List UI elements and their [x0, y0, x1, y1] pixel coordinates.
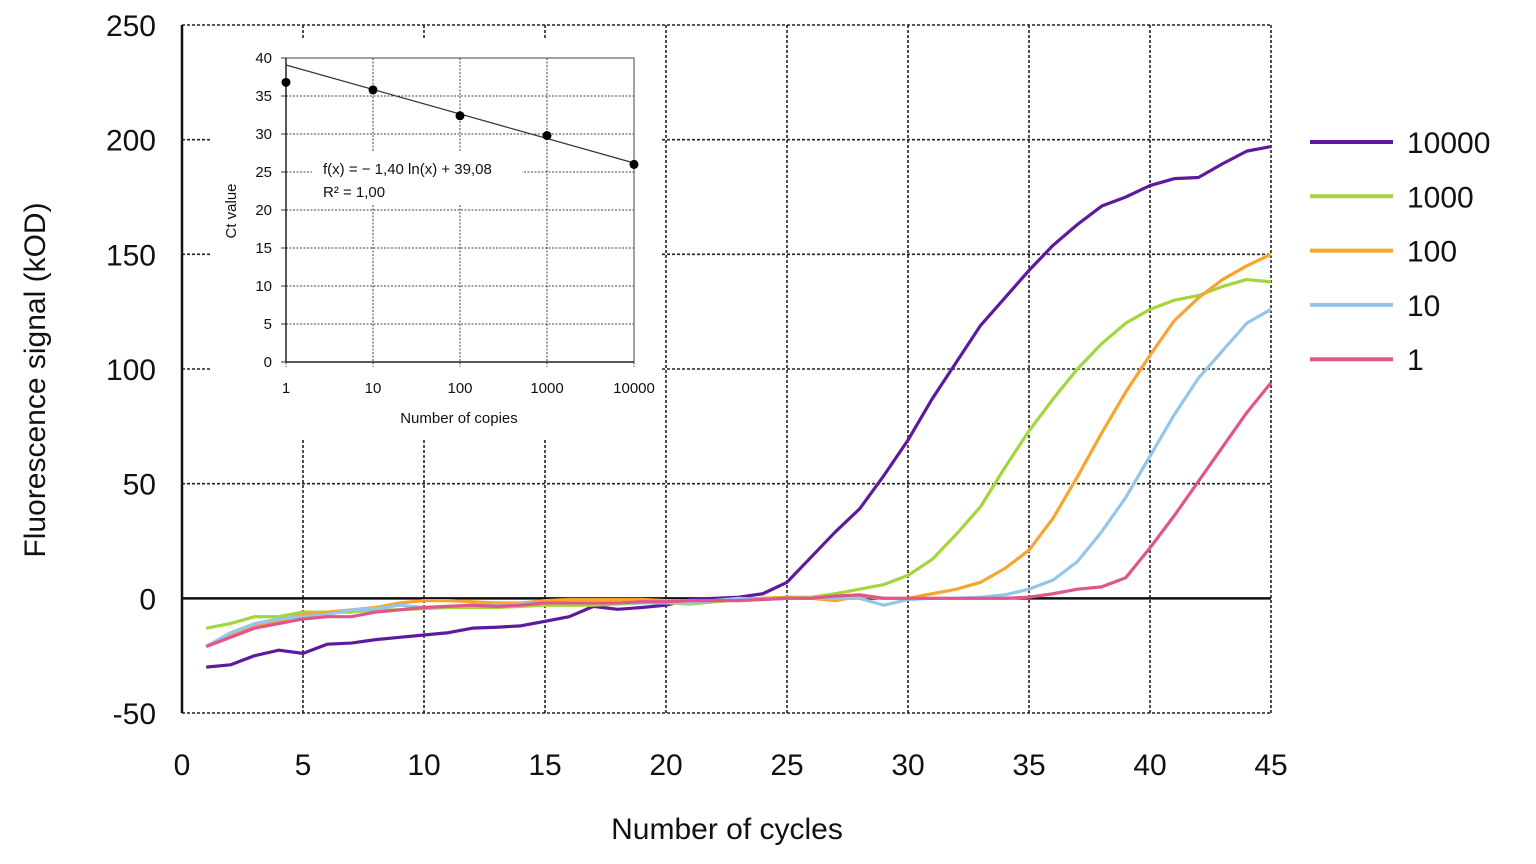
y-tick-label: 150: [106, 239, 156, 272]
x-tick-label: 35: [1012, 749, 1045, 782]
data-point: [455, 111, 465, 121]
data-point: [629, 159, 639, 169]
x-axis-label: Number of cycles: [611, 813, 843, 846]
y-tick-label: 0: [139, 583, 156, 616]
legend-label: 1: [1407, 344, 1424, 377]
inset-y-tick-label: 40: [255, 50, 272, 67]
x-tick-label: 40: [1133, 749, 1166, 782]
inset-x-axis-label: Number of copies: [400, 410, 518, 427]
inset-y-tick-label: 35: [255, 88, 272, 105]
equation-box: [312, 152, 522, 204]
y-tick-label: 200: [106, 125, 156, 158]
inset-y-tick-label: 5: [264, 316, 272, 333]
x-tick-label: 0: [174, 749, 191, 782]
y-tick-label: 100: [106, 354, 156, 387]
inset-y-tick-label: 0: [264, 354, 272, 371]
inset-background: [212, 40, 662, 440]
inset-x-tick-label: 10000: [613, 380, 655, 397]
inset-y-tick-label: 25: [255, 164, 272, 181]
inset-y-tick-label: 15: [255, 240, 272, 257]
inset-x-tick-label: 10: [365, 380, 382, 397]
x-tick-label: 25: [770, 749, 803, 782]
x-tick-label: 10: [407, 749, 440, 782]
data-point: [368, 85, 378, 95]
series-line-10: [205, 307, 1272, 648]
x-tick-label: 5: [295, 749, 312, 782]
data-point: [542, 131, 552, 141]
inset-y-tick-label: 10: [255, 278, 272, 295]
x-tick-label: 20: [649, 749, 682, 782]
trendline-equation: R² = 1,00: [323, 184, 385, 201]
data-point: [281, 77, 291, 87]
x-tick-label: 45: [1254, 749, 1287, 782]
legend-label: 100: [1407, 236, 1457, 269]
legend-label: 1000: [1407, 181, 1474, 214]
series-line-1: [205, 381, 1273, 648]
trendline-equation: f(x) = − 1,40 ln(x) + 39,08: [323, 161, 492, 178]
x-tick-label: 30: [891, 749, 924, 782]
inset-y-axis-label: Ct value: [223, 183, 240, 238]
legend-label: 10000: [1407, 127, 1490, 160]
y-tick-label: -50: [113, 698, 156, 731]
y-tick-label: 50: [123, 469, 156, 502]
inset-x-tick-label: 1: [282, 380, 290, 397]
inset-x-tick-label: 100: [447, 380, 472, 397]
legend-label: 10: [1407, 290, 1440, 323]
inset-y-tick-label: 30: [255, 126, 272, 143]
y-tick-label: 250: [106, 10, 156, 43]
x-tick-label: 15: [528, 749, 561, 782]
y-axis-label: Fluorescence signal (kOD): [19, 202, 52, 557]
inset-x-tick-label: 1000: [530, 380, 563, 397]
inset-y-tick-label: 20: [255, 202, 272, 219]
